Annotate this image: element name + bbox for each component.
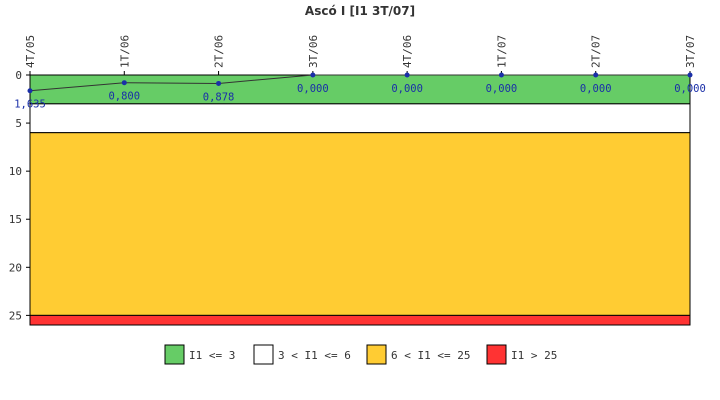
- band-2: [29, 132, 691, 316]
- x-tick-label: 1T/06: [118, 35, 131, 68]
- data-label: 0,000: [674, 83, 706, 95]
- data-point: [216, 80, 222, 86]
- data-point: [687, 72, 693, 78]
- data-label: 0,800: [108, 91, 140, 103]
- y-tick-label: 15: [9, 213, 22, 226]
- y-tick-label: 0: [15, 69, 22, 82]
- y-axis: 0 5 10 15 20 25: [9, 69, 31, 325]
- x-tick-label: 3T/07: [684, 35, 697, 68]
- x-tick-label: 4T/05: [24, 35, 37, 68]
- y-tick-label: 25: [9, 309, 22, 322]
- data-label: 1,635: [14, 99, 46, 111]
- data-label: 0,000: [391, 83, 423, 95]
- data-label: 0,000: [580, 83, 612, 95]
- data-label: 0,000: [297, 83, 329, 95]
- x-tick-label: 2T/06: [213, 35, 226, 68]
- data-label: 0,000: [486, 83, 518, 95]
- x-axis: 4T/05 1T/06 2T/06 3T/06 4T/06 1T/07 2T/07 3T/07: [24, 35, 697, 75]
- legend-label: 3 < I1 <= 6: [278, 349, 351, 362]
- x-tick-label: 4T/06: [401, 35, 414, 68]
- x-tick-label: 1T/07: [495, 35, 508, 68]
- legend-swatch: [486, 344, 507, 365]
- legend-label: I1 <= 3: [189, 349, 235, 362]
- y-tick-label: 20: [9, 261, 22, 274]
- data-point: [27, 88, 33, 94]
- data-point: [404, 72, 410, 78]
- legend-swatch: [253, 344, 274, 365]
- legend-label: I1 > 25: [511, 349, 557, 362]
- legend-label: 6 < I1 <= 25: [391, 349, 470, 362]
- threshold-bands: [29, 74, 691, 326]
- series-line: 1,635 0,800 0,878 0,000 0,000 0,000 0,000 0,000: [14, 72, 706, 111]
- y-tick-label: 5: [15, 117, 22, 130]
- legend-swatch: [164, 344, 185, 365]
- band-1: [29, 103, 691, 134]
- data-label: 0,878: [203, 91, 235, 103]
- band-0: [29, 74, 691, 105]
- band-3: [29, 314, 691, 326]
- data-point: [498, 72, 504, 78]
- data-point: [121, 80, 127, 86]
- legend-swatch: [366, 344, 387, 365]
- chart-title: Ascó I [I1 3T/07]: [305, 4, 415, 18]
- legend: I1 <= 3 3 < I1 <= 6 6 < I1 <= 25 I1 > 25: [164, 344, 557, 365]
- data-point: [593, 72, 599, 78]
- data-point: [310, 72, 316, 78]
- series-polyline: [29, 74, 690, 92]
- x-tick-label: 2T/07: [590, 35, 603, 68]
- x-tick-label: 3T/06: [307, 35, 320, 68]
- y-tick-label: 10: [9, 165, 22, 178]
